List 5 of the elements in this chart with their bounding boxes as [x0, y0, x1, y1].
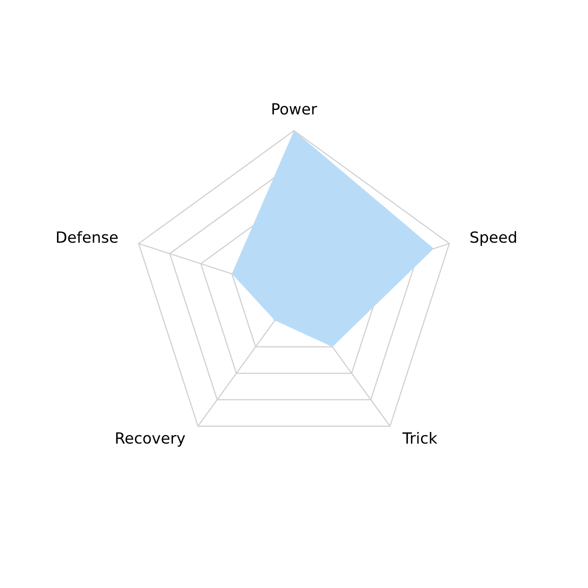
spoke-label: Speed	[470, 231, 516, 246]
spoke-label: Trick	[402, 432, 438, 444]
spoke-label: Defense	[56, 231, 118, 243]
spoke-label: Power	[272, 103, 318, 115]
spoke-label: Recovery	[116, 432, 186, 447]
